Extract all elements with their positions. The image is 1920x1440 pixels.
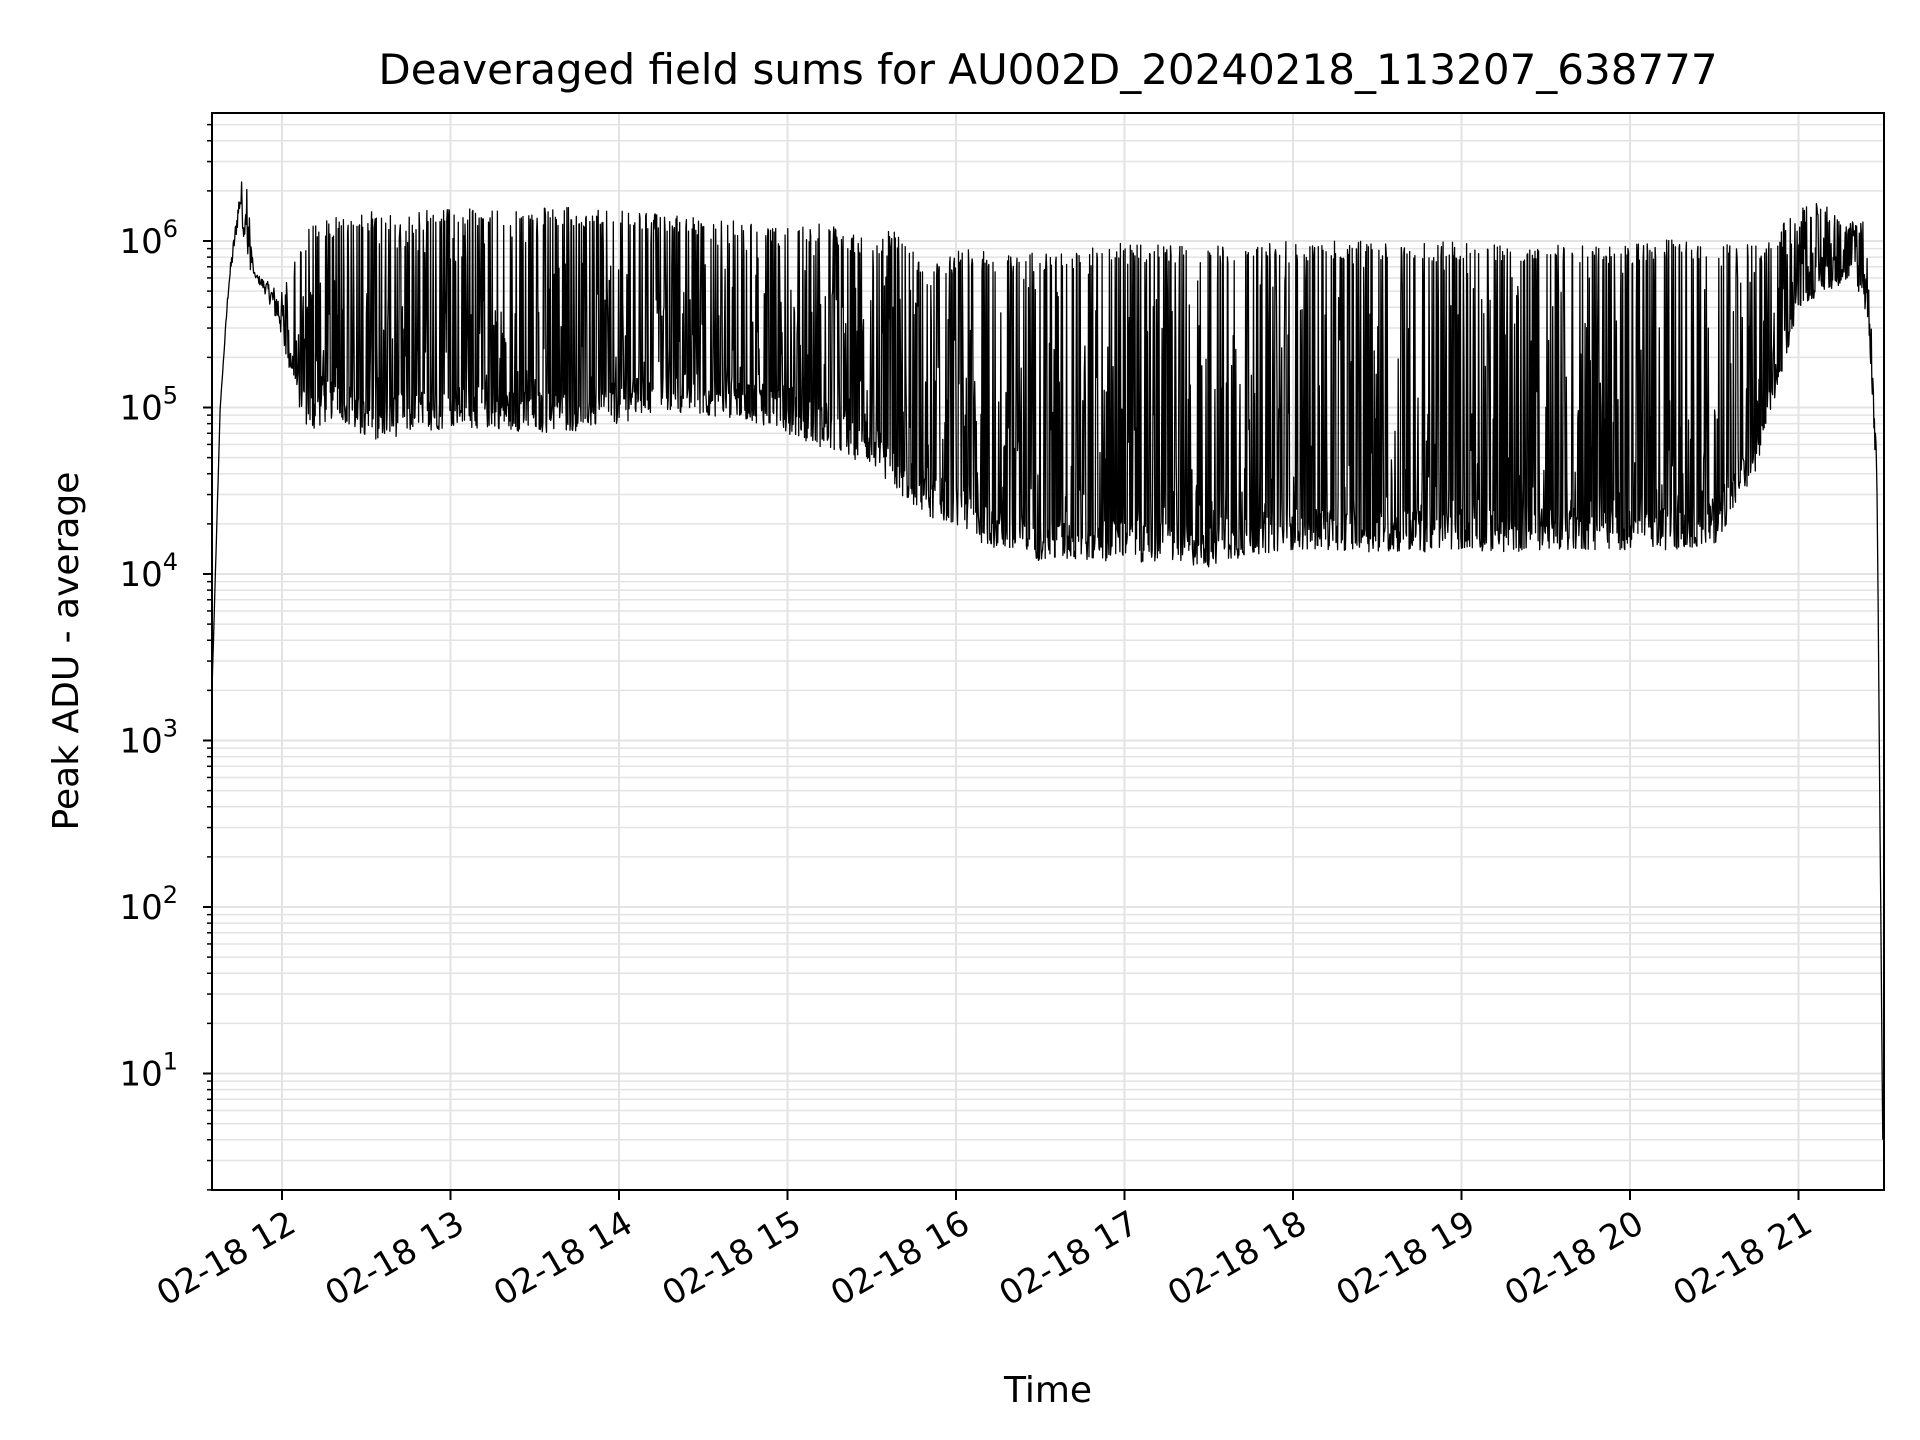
- series-path: [211, 181, 1884, 1140]
- y-axis-label: Peak ADU - average: [46, 472, 87, 831]
- x-axis-label: Time: [1003, 1370, 1092, 1411]
- y-tick-label: 101: [119, 1048, 178, 1095]
- plot-frame: [211, 112, 1885, 1191]
- y-tick-label: 102: [119, 881, 178, 928]
- y-tick-label: 106: [119, 215, 178, 262]
- y-tick-label: 105: [119, 382, 178, 429]
- series-line: [211, 181, 1884, 1140]
- chart-title: Deaveraged field sums for AU002D_2024021…: [378, 45, 1717, 94]
- y-tick-label: 104: [119, 548, 178, 595]
- y-axis: 101 102 103 104 105 106: [119, 123, 212, 1191]
- y-tick-label: 103: [119, 715, 178, 762]
